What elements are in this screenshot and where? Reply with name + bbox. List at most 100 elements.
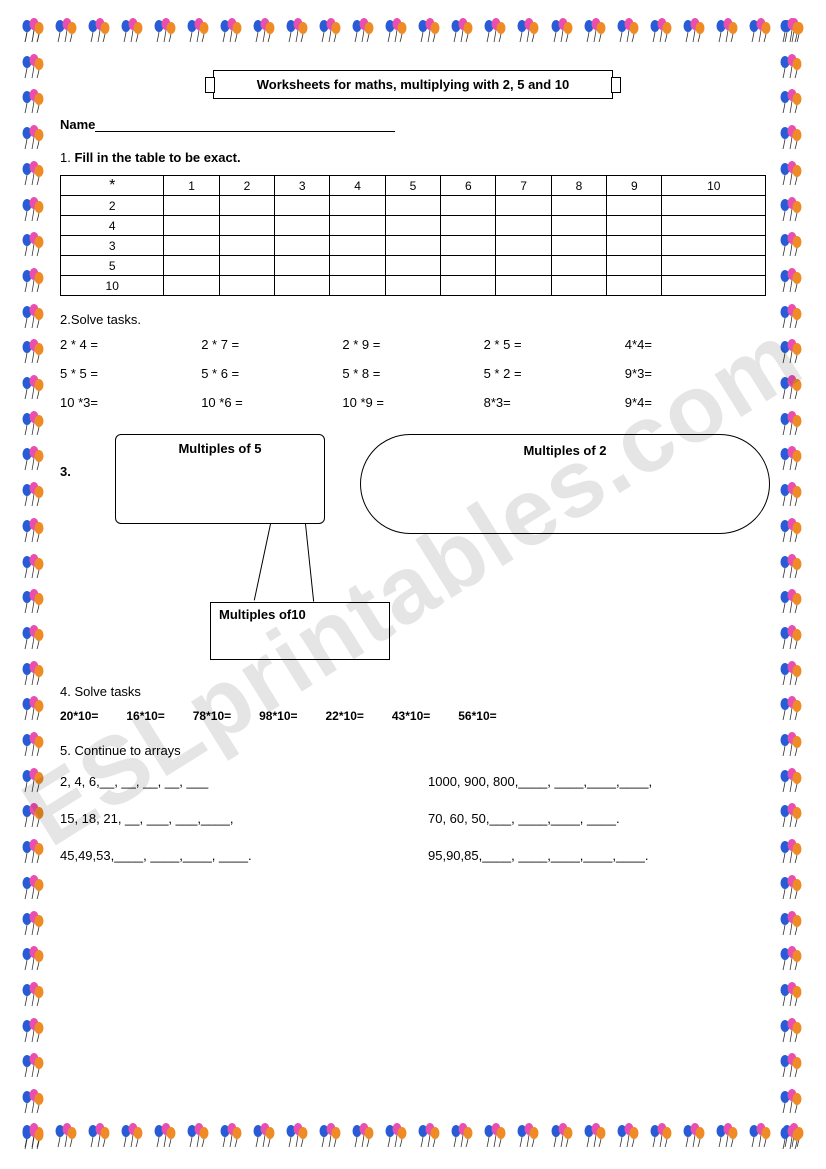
table-cell[interactable] bbox=[164, 256, 219, 276]
task-item[interactable]: 5 * 5 = bbox=[60, 366, 201, 381]
table-row-header: 2 bbox=[61, 196, 164, 216]
task-item[interactable]: 5 * 6 = bbox=[201, 366, 342, 381]
table-cell[interactable] bbox=[275, 256, 330, 276]
table-cell[interactable] bbox=[385, 236, 440, 256]
name-line: Name bbox=[60, 117, 766, 132]
table-row: 10 bbox=[61, 276, 766, 296]
task-item[interactable]: 43*10= bbox=[392, 709, 430, 723]
task-item[interactable]: 16*10= bbox=[126, 709, 164, 723]
table-cell[interactable] bbox=[330, 256, 385, 276]
task-item[interactable]: 5 * 8 = bbox=[342, 366, 483, 381]
table-cell[interactable] bbox=[551, 256, 606, 276]
table-cell[interactable] bbox=[330, 236, 385, 256]
table-cell[interactable] bbox=[275, 276, 330, 296]
question-1: 1. Fill in the table to be exact. bbox=[60, 150, 766, 165]
table-cell[interactable] bbox=[607, 236, 662, 256]
task-item[interactable]: 9*3= bbox=[625, 366, 766, 381]
array-item[interactable]: 45,49,53,____, ____,____, ____. bbox=[60, 848, 398, 863]
table-cell[interactable] bbox=[662, 256, 766, 276]
table-cell[interactable] bbox=[496, 216, 551, 236]
table-cell[interactable] bbox=[275, 216, 330, 236]
arrays-grid: 2, 4, 6,__, __, __, __, ___ 1000, 900, 80… bbox=[60, 774, 766, 863]
table-row: 2 bbox=[61, 196, 766, 216]
table-cell[interactable] bbox=[385, 256, 440, 276]
table-cell[interactable] bbox=[441, 236, 496, 256]
array-item[interactable]: 1000, 900, 800,____, ____,____,____, bbox=[428, 774, 766, 789]
table-cell[interactable] bbox=[219, 256, 274, 276]
task-item[interactable]: 10 *3= bbox=[60, 395, 201, 410]
array-item[interactable]: 95,90,85,____, ____,____,____,____. bbox=[428, 848, 766, 863]
table-cell[interactable] bbox=[441, 216, 496, 236]
table-cell[interactable] bbox=[551, 236, 606, 256]
task-item[interactable]: 2 * 5 = bbox=[484, 337, 625, 352]
table-cell[interactable] bbox=[164, 276, 219, 296]
name-blank[interactable] bbox=[95, 131, 395, 132]
table-cell[interactable] bbox=[219, 216, 274, 236]
task-item[interactable]: 10 *9 = bbox=[342, 395, 483, 410]
table-cell[interactable] bbox=[330, 196, 385, 216]
table-cell[interactable] bbox=[441, 256, 496, 276]
table-cell[interactable] bbox=[607, 276, 662, 296]
table-cell[interactable] bbox=[551, 276, 606, 296]
task-item[interactable]: 22*10= bbox=[326, 709, 364, 723]
task-item[interactable]: 2 * 9 = bbox=[342, 337, 483, 352]
table-cell[interactable] bbox=[662, 236, 766, 256]
table-cell[interactable] bbox=[662, 276, 766, 296]
multiples-of-2-box[interactable]: Multiples of 2 bbox=[360, 434, 770, 534]
table-cell[interactable] bbox=[662, 196, 766, 216]
table-cell[interactable] bbox=[385, 196, 440, 216]
task-item[interactable]: 4*4= bbox=[625, 337, 766, 352]
array-item[interactable]: 2, 4, 6,__, __, __, __, ___ bbox=[60, 774, 398, 789]
table-cell[interactable] bbox=[219, 196, 274, 216]
task-item[interactable]: 2 * 7 = bbox=[201, 337, 342, 352]
table-row-header: 5 bbox=[61, 256, 164, 276]
table-cell[interactable] bbox=[662, 216, 766, 236]
table-cell[interactable] bbox=[330, 276, 385, 296]
task-item[interactable]: 56*10= bbox=[458, 709, 496, 723]
table-cell[interactable] bbox=[275, 236, 330, 256]
table-row: 4 bbox=[61, 216, 766, 236]
task-item[interactable]: 98*10= bbox=[259, 709, 297, 723]
table-cell[interactable] bbox=[496, 196, 551, 216]
table-col-header: 1 bbox=[164, 176, 219, 196]
table-cell[interactable] bbox=[551, 216, 606, 236]
table-col-header: 4 bbox=[330, 176, 385, 196]
table-cell[interactable] bbox=[164, 236, 219, 256]
tasks4-row: 20*10= 16*10= 78*10= 98*10= 22*10= 43*10= 56*1… bbox=[60, 709, 766, 723]
task-item[interactable]: 9*4= bbox=[625, 395, 766, 410]
multiples-of-5-box[interactable]: Multiples of 5 bbox=[115, 434, 325, 524]
task-item[interactable]: 78*10= bbox=[193, 709, 231, 723]
table-cell[interactable] bbox=[496, 276, 551, 296]
table-cell[interactable] bbox=[385, 276, 440, 296]
multiples-of-10-box[interactable]: Multiples of10 bbox=[210, 602, 390, 660]
table-cell[interactable] bbox=[607, 216, 662, 236]
table-cell[interactable] bbox=[496, 256, 551, 276]
array-item[interactable]: 15, 18, 21, __, ___, ___,____, bbox=[60, 811, 398, 826]
table-cell[interactable] bbox=[164, 196, 219, 216]
array-item[interactable]: 70, 60, 50,___, ____,____, ____. bbox=[428, 811, 766, 826]
table-cell[interactable] bbox=[164, 216, 219, 236]
task-item[interactable]: 2 * 4 = bbox=[60, 337, 201, 352]
table-col-header: 2 bbox=[219, 176, 274, 196]
task-item[interactable]: 10 *6 = bbox=[201, 395, 342, 410]
table-cell[interactable] bbox=[385, 216, 440, 236]
table-row-header: 4 bbox=[61, 216, 164, 236]
table-col-header: 9 bbox=[607, 176, 662, 196]
table-cell[interactable] bbox=[496, 236, 551, 256]
table-cell[interactable] bbox=[441, 276, 496, 296]
table-cell[interactable] bbox=[551, 196, 606, 216]
table-cell[interactable] bbox=[607, 256, 662, 276]
table-cell[interactable] bbox=[441, 196, 496, 216]
m10-label: Multiples of10 bbox=[219, 607, 306, 622]
table-cell[interactable] bbox=[219, 276, 274, 296]
name-label: Name bbox=[60, 117, 95, 132]
task-item[interactable]: 20*10= bbox=[60, 709, 98, 723]
table-cell[interactable] bbox=[275, 196, 330, 216]
table-cell[interactable] bbox=[607, 196, 662, 216]
table-cell[interactable] bbox=[330, 216, 385, 236]
task-item[interactable]: 8*3= bbox=[484, 395, 625, 410]
task-item[interactable]: 5 * 2 = bbox=[484, 366, 625, 381]
table-col-header: 7 bbox=[496, 176, 551, 196]
table-cell[interactable] bbox=[219, 236, 274, 256]
question-2: 2.Solve tasks. bbox=[60, 312, 766, 327]
